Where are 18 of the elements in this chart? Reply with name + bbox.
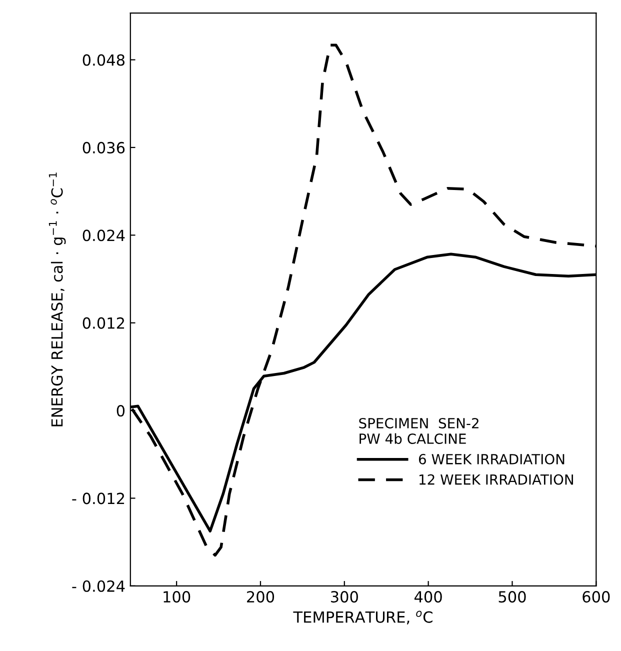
y-tick-label: - 0.012 <box>72 492 124 504</box>
legend-label: 6 WEEK IRRADIATION <box>418 454 564 464</box>
y-tick-label: 0 <box>116 404 125 417</box>
x-tick-label: 300 <box>330 591 358 603</box>
y-tick-label: 0.012 <box>82 317 124 329</box>
y-tick-label: 0.024 <box>82 230 125 242</box>
legend-label: 12 WEEK IRRADIATION <box>420 474 573 485</box>
x-tick-label: 100 <box>164 591 190 603</box>
x-tick-label: 500 <box>498 591 526 603</box>
x-tick-label: 600 <box>582 591 610 603</box>
x-tick-label: 200 <box>247 591 274 603</box>
x-axis-title: TEMPERATURE, $^{o}$C <box>293 610 432 624</box>
y-tick-label: 0.048 <box>82 54 125 66</box>
legend-title: SPECIMEN SEN-2 PW 4b CALCINE <box>359 418 478 444</box>
x-tick-label: 400 <box>414 591 442 603</box>
y-axis-title: ENERGY RELEASE, cal · g$^{−1}$ · $^{o}$C$^{−1}$ <box>48 172 66 426</box>
y-tick-label: - 0.024 <box>72 580 125 592</box>
y-tick-label: 0.036 <box>82 142 125 154</box>
